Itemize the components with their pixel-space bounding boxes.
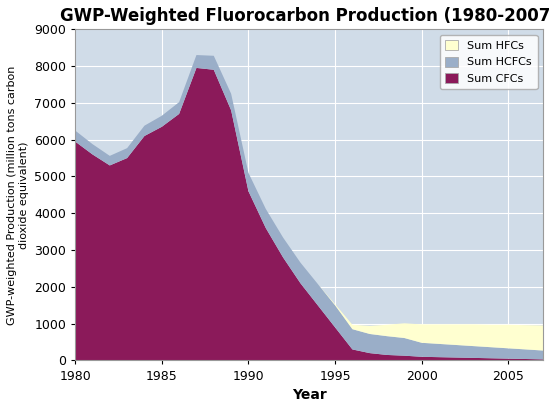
X-axis label: Year: Year [292,388,327,402]
Title: GWP-Weighted Fluorocarbon Production (1980-2007): GWP-Weighted Fluorocarbon Production (19… [60,7,550,25]
Legend: Sum HFCs, Sum HCFCs, Sum CFCs: Sum HFCs, Sum HCFCs, Sum CFCs [439,35,537,90]
Y-axis label: GWP-weighted Production (million tons carbon
dioxide equivalent): GWP-weighted Production (million tons ca… [7,65,29,325]
